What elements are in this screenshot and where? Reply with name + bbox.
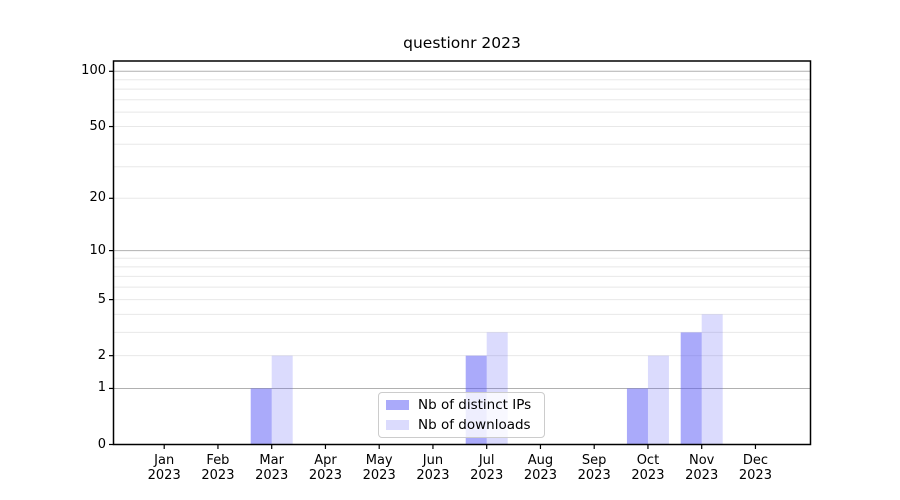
bar-ips-oct	[626, 388, 648, 445]
bar-downloads-oct	[647, 355, 669, 445]
legend-label-downloads: Nb of downloads	[418, 417, 531, 433]
legend-label-distinct-ips: Nb of distinct IPs	[418, 397, 532, 413]
legend: Nb of distinct IPs Nb of downloads	[378, 392, 545, 438]
bar-ips-nov	[680, 332, 702, 445]
legend-swatch-downloads	[386, 420, 409, 430]
chart-title: questionr 2023	[403, 34, 521, 52]
legend-item-distinct-ips: Nb of distinct IPs	[386, 397, 544, 413]
bar-downloads-mar	[271, 355, 293, 445]
legend-swatch-distinct-ips	[386, 400, 409, 410]
legend-item-downloads: Nb of downloads	[386, 417, 544, 433]
plot-border	[112, 60, 812, 446]
bar-ips-mar	[250, 388, 272, 445]
bar-downloads-nov	[701, 314, 723, 445]
